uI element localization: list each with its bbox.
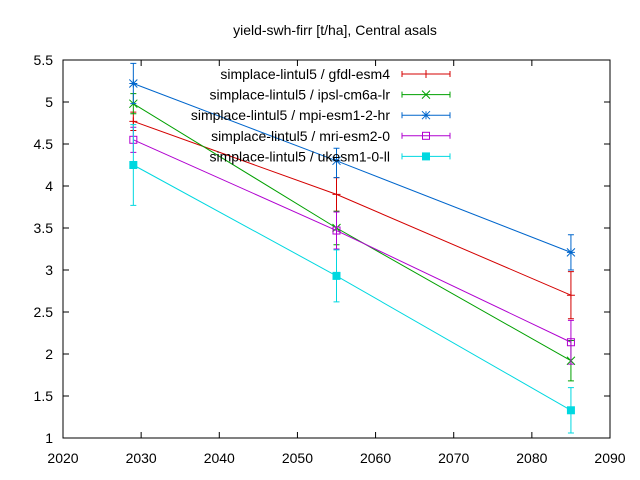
x-tick-label: 2050 <box>282 450 313 466</box>
legend-label: simplace-lintul5 / ipsl-cm6a-lr <box>210 87 391 103</box>
y-tick-label: 4.5 <box>34 136 54 152</box>
series-line-5 <box>133 164 572 411</box>
legend-line <box>401 132 451 139</box>
chart-title: yield-swh-firr [t/ha], Central asals <box>233 22 437 38</box>
y-tick-label: 2 <box>45 346 53 362</box>
y-tick-label: 3.5 <box>34 220 54 236</box>
data-point <box>566 338 575 347</box>
data-point <box>566 291 575 300</box>
data-point <box>566 248 576 257</box>
legend-label: simplace-lintul5 / gfdl-esm4 <box>220 66 390 82</box>
error-bar <box>333 211 340 250</box>
legend-marker <box>422 131 430 140</box>
data-point <box>332 190 341 199</box>
x-tick-label: 2020 <box>47 450 78 466</box>
data-point <box>332 271 341 280</box>
legend-marker <box>421 90 431 99</box>
y-tick-label: 1 <box>45 430 53 446</box>
data-point <box>332 156 341 166</box>
plot-frame <box>62 59 611 439</box>
y-tick-label: 5 <box>45 94 53 110</box>
y-tick-label: 1.5 <box>34 388 54 404</box>
x-tick-label: 2040 <box>204 450 235 466</box>
plot-area: 2020 2030 2040 2050 2060 2070 2080 2090 1 1.5 2 2.5… <box>34 52 626 466</box>
legend-label: simplace-lintul5 / mri-esm2-0 <box>211 128 390 144</box>
x-tick-label: 2090 <box>594 450 625 466</box>
error-bar <box>567 319 574 365</box>
data-point <box>129 161 138 169</box>
data-point <box>332 226 341 235</box>
x-tick-label: 2070 <box>438 450 469 466</box>
x-tick-label: 2030 <box>126 450 157 466</box>
y-tick-label: 5.5 <box>34 52 54 68</box>
y-tick-label: 2.5 <box>34 304 54 320</box>
data-point <box>128 79 138 88</box>
legend-marker <box>422 152 430 161</box>
x-tick-label: 2060 <box>360 450 391 466</box>
x-tick-label: 2080 <box>516 450 547 466</box>
series-line-1 <box>133 120 572 296</box>
legend-label: simplace-lintul5 / ukesm1-0-ll <box>209 148 390 164</box>
legend-label: simplace-lintul5 / mpi-esm1-2-hr <box>191 107 391 123</box>
data-point <box>566 406 575 415</box>
legend-marker <box>422 70 430 78</box>
data-point <box>129 117 138 126</box>
y-tick-label: 4 <box>45 178 53 194</box>
legend-marker <box>421 110 431 120</box>
y-tick-label: 3 <box>45 262 53 278</box>
series-line-4 <box>133 139 572 343</box>
